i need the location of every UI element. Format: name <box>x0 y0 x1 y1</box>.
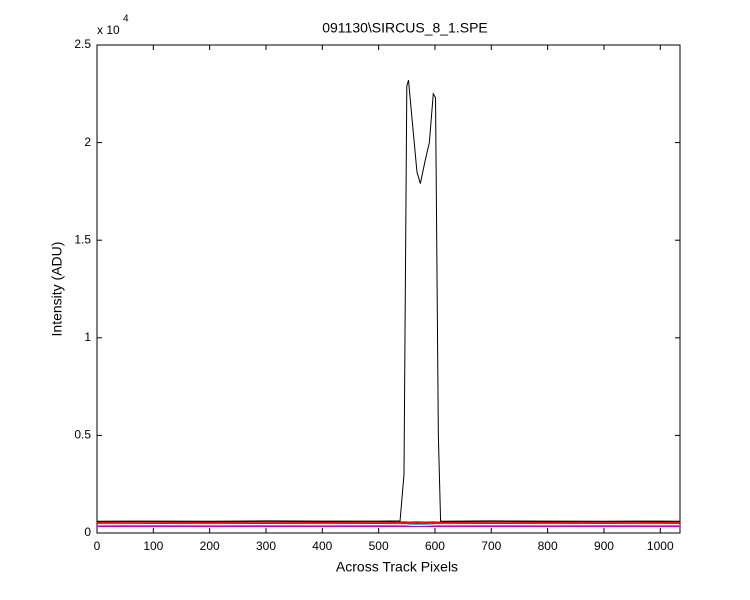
axes-box <box>96 44 681 534</box>
y-axis-label: Intensity (ADU) <box>49 242 65 337</box>
x-tick-label: 100 <box>143 539 163 553</box>
x-tick-label: 300 <box>256 539 276 553</box>
x-tick-label: 0 <box>94 539 101 553</box>
x-tick-label: 500 <box>369 539 389 553</box>
y-multiplier-exponent: 4 <box>123 14 129 25</box>
y-tick-label: 2.5 <box>74 37 91 51</box>
x-tick-label: 700 <box>481 539 501 553</box>
x-tick-label: 800 <box>538 539 558 553</box>
y-tick-label: 0.5 <box>74 428 91 442</box>
chart-title: 091130\SIRCUS_8_1.SPE <box>322 20 488 36</box>
x-tick-label: 400 <box>312 539 332 553</box>
x-axis-label: Across Track Pixels <box>336 559 458 575</box>
series-line <box>96 80 681 522</box>
x-tick-label: 900 <box>594 539 614 553</box>
y-tick-label: 1 <box>84 330 91 344</box>
y-tick-label: 2 <box>84 135 91 149</box>
x-tick-label: 600 <box>425 539 445 553</box>
x-tick-label: 1000 <box>647 539 674 553</box>
x-tick-label: 200 <box>200 539 220 553</box>
y-tick-label: 1.5 <box>74 232 91 246</box>
series-line <box>96 524 681 527</box>
y-multiplier-base: x 10 <box>97 23 120 37</box>
y-tick-label: 0 <box>84 525 91 539</box>
